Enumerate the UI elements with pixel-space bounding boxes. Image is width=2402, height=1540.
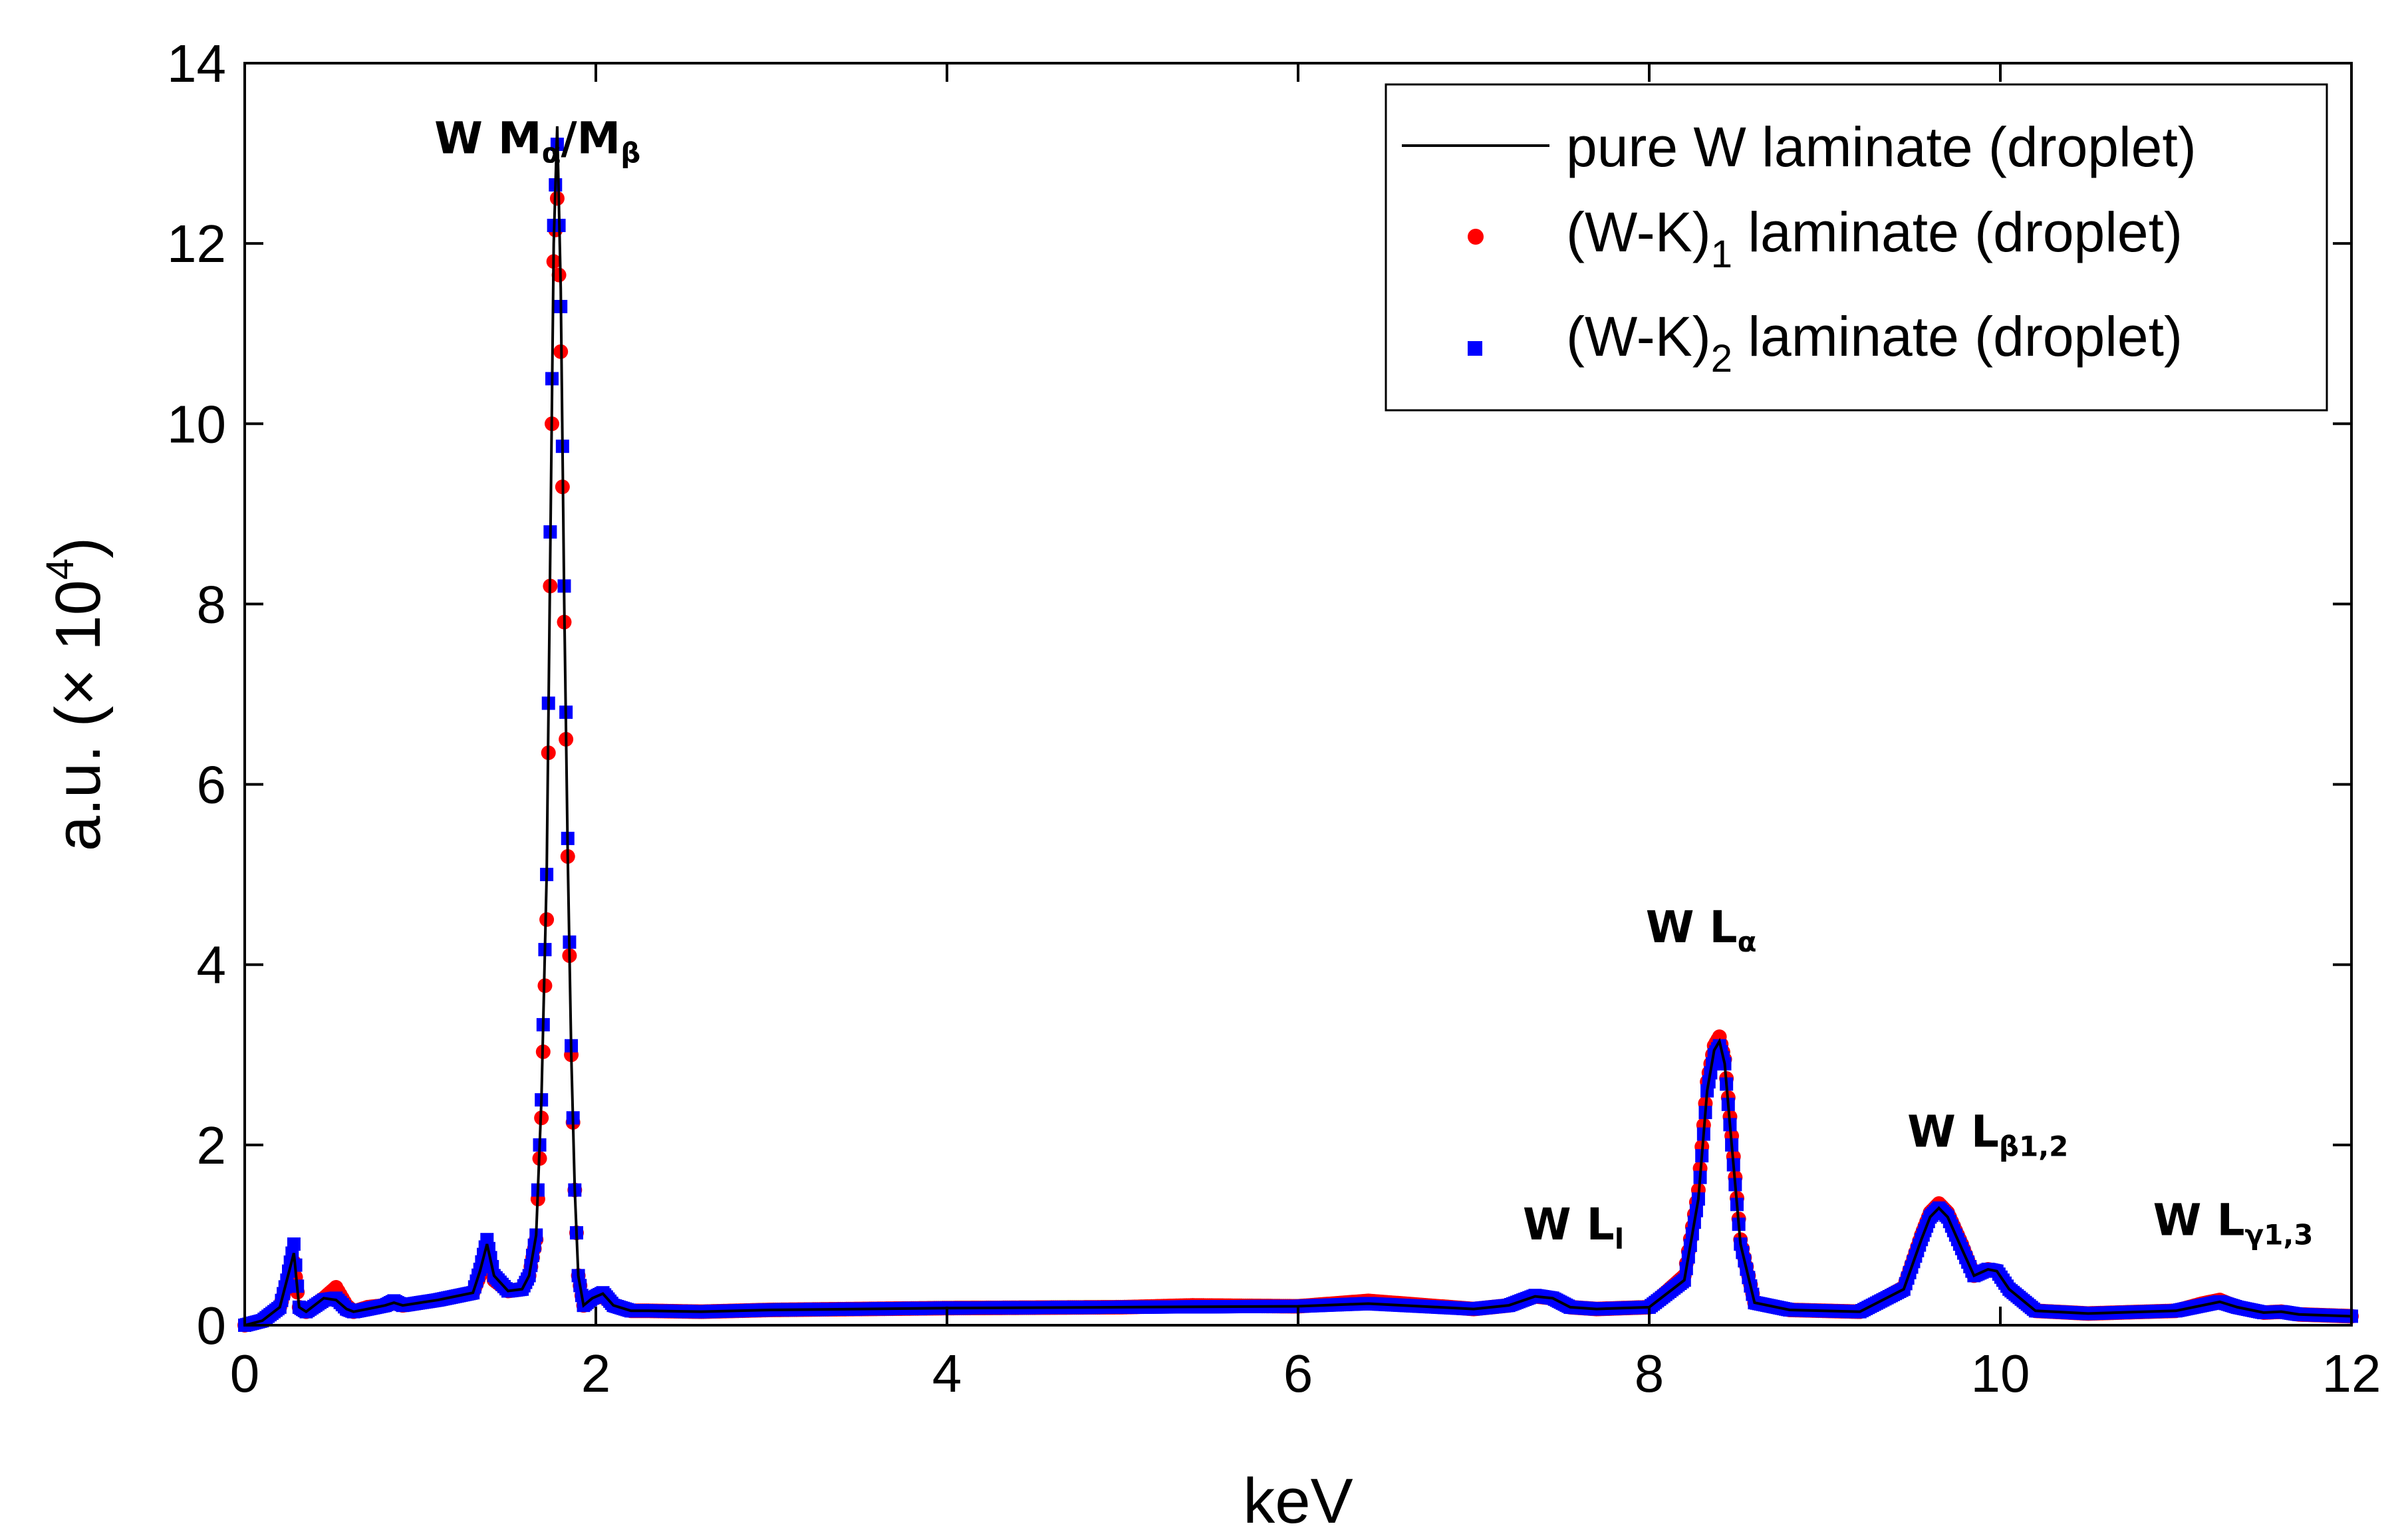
data-point xyxy=(287,1237,301,1251)
legend-label-wk1-main: (W-K) xyxy=(1566,201,1711,263)
data-point xyxy=(549,191,565,206)
legend-swatch-wk2 xyxy=(1468,341,1482,356)
peak-label-main: W L xyxy=(1523,1199,1615,1250)
peak-label-sub2: β xyxy=(620,137,640,170)
peak-label-mid: /M xyxy=(561,113,620,164)
peak-label-main: W L xyxy=(1646,902,1738,953)
peak-label-sub: γ1,3 xyxy=(2245,1218,2314,1251)
x-tick-label: 8 xyxy=(1635,1344,1665,1403)
peak-label-main: W L xyxy=(1907,1106,1999,1158)
peak-label-main: W L xyxy=(2153,1194,2245,1245)
series-layer xyxy=(237,126,2359,1333)
peak-label-main: W M xyxy=(434,113,541,164)
legend-label-pure: pure W laminate (droplet) xyxy=(1566,116,2197,178)
legend-label-wk1-sub: 1 xyxy=(1711,233,1732,276)
x-tick-label: 0 xyxy=(230,1344,260,1403)
legend: pure W laminate (droplet) (W-K)1 laminat… xyxy=(1385,83,2328,412)
series-line xyxy=(244,126,2352,1327)
x-tick-label: 4 xyxy=(932,1344,962,1403)
legend-label-wk2-rest: laminate (droplet) xyxy=(1732,305,2183,368)
y-tick-label: 2 xyxy=(197,1116,227,1175)
peak-label-lb: W Lβ1,2 xyxy=(1907,1106,2068,1163)
legend-box xyxy=(1385,83,2328,412)
peak-label-ma: W Mα/Mβ xyxy=(434,113,640,170)
peak-label-sub: β1,2 xyxy=(1999,1130,2068,1163)
legend-swatch-wk1 xyxy=(1468,229,1484,245)
y-axis-title: a.u. (× 104) xyxy=(39,537,114,852)
x-tick-label: 2 xyxy=(581,1344,611,1403)
legend-label-wk2-sub: 2 xyxy=(1711,337,1732,380)
ticks-layer xyxy=(243,62,2353,1327)
legend-label-wk1: (W-K)1 laminate (droplet) xyxy=(1566,201,2183,276)
peak-label-la: W Lα xyxy=(1646,902,1757,958)
legend-label-wk1-rest: laminate (droplet) xyxy=(1732,201,2183,263)
legend-label-wk2: (W-K)2 laminate (droplet) xyxy=(1566,305,2183,380)
peak-label-sub: α xyxy=(1738,926,1757,958)
y-axis-title-prefix: a.u. ( xyxy=(43,706,114,851)
peak-label-sub: α xyxy=(542,137,561,170)
y-tick-label: 12 xyxy=(167,214,226,273)
y-tick-label: 0 xyxy=(197,1296,227,1355)
peak-annotations: W Mα/MβW LαW Lβ1,2W Ll W Lγ1,3 xyxy=(434,113,2313,1256)
y-tick-label: 6 xyxy=(197,755,227,815)
y-tick-label: 8 xyxy=(197,575,227,634)
y-axis-title-exponent: 4 xyxy=(39,559,82,580)
x-tick-label: 10 xyxy=(1971,1344,2030,1403)
y-axis-title-base: 10 xyxy=(43,580,114,668)
series-pure-w xyxy=(244,126,2352,1327)
y-tick-label: 10 xyxy=(167,394,226,453)
data-point xyxy=(551,267,567,283)
y-axis-title-times: × xyxy=(43,668,114,706)
x-tick-label: 6 xyxy=(1283,1344,1313,1403)
peak-label-ll: W Ll xyxy=(1523,1199,1624,1255)
x-tick-label: 12 xyxy=(2322,1344,2381,1403)
y-tick-label: 14 xyxy=(167,34,226,93)
legend-label-wk2-main: (W-K) xyxy=(1566,305,1711,368)
peak-label-lg: W Lγ1,3 xyxy=(2153,1194,2314,1251)
peak-label-sub: l xyxy=(1615,1223,1624,1255)
x-axis-title: keV xyxy=(1243,1466,1353,1537)
y-axis-title-suffix: ) xyxy=(43,537,114,559)
y-tick-label: 4 xyxy=(197,936,227,995)
